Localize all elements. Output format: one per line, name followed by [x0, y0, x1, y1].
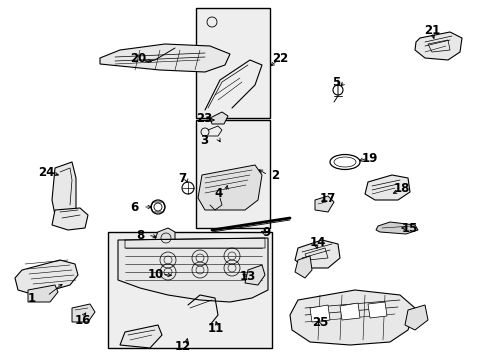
Text: 22: 22: [271, 51, 287, 64]
Polygon shape: [15, 260, 78, 295]
Polygon shape: [289, 290, 414, 345]
Text: 14: 14: [309, 235, 325, 248]
Text: 7: 7: [178, 171, 186, 185]
Polygon shape: [118, 238, 267, 302]
Text: 4: 4: [214, 186, 222, 199]
Text: 10: 10: [148, 267, 164, 280]
Text: 11: 11: [207, 321, 224, 334]
Bar: [108, 232, 271, 348]
Text: 6: 6: [130, 201, 138, 213]
Text: 21: 21: [423, 23, 439, 36]
Polygon shape: [339, 303, 359, 320]
Text: 23: 23: [196, 112, 212, 125]
Bar: [196, 120, 269, 228]
Text: 16: 16: [75, 314, 91, 327]
Polygon shape: [367, 302, 386, 318]
Text: 13: 13: [240, 270, 256, 283]
Polygon shape: [414, 32, 461, 60]
Text: 25: 25: [311, 315, 328, 328]
Text: 17: 17: [319, 192, 336, 204]
Text: 8: 8: [136, 229, 144, 242]
Polygon shape: [72, 304, 95, 322]
Text: 2: 2: [270, 168, 279, 181]
Polygon shape: [120, 325, 162, 348]
Text: 5: 5: [331, 76, 340, 89]
Text: 20: 20: [130, 51, 146, 64]
Bar: [196, 8, 269, 118]
Polygon shape: [404, 305, 427, 330]
Text: 24: 24: [38, 166, 54, 179]
Polygon shape: [198, 165, 262, 210]
Polygon shape: [244, 265, 264, 285]
Text: 1: 1: [28, 292, 36, 305]
Text: 15: 15: [401, 221, 418, 234]
Text: 9: 9: [262, 225, 270, 239]
Polygon shape: [155, 228, 175, 248]
Polygon shape: [364, 175, 409, 200]
Polygon shape: [100, 44, 229, 72]
Polygon shape: [294, 240, 339, 268]
Text: 12: 12: [175, 339, 191, 352]
Polygon shape: [52, 208, 88, 230]
Polygon shape: [28, 285, 58, 302]
Polygon shape: [52, 162, 76, 218]
Polygon shape: [375, 222, 417, 234]
Text: 19: 19: [361, 152, 378, 165]
Polygon shape: [294, 256, 311, 278]
Polygon shape: [209, 112, 227, 124]
Text: 3: 3: [200, 134, 208, 147]
Text: 18: 18: [393, 181, 409, 194]
Polygon shape: [309, 305, 329, 322]
Polygon shape: [314, 196, 333, 212]
